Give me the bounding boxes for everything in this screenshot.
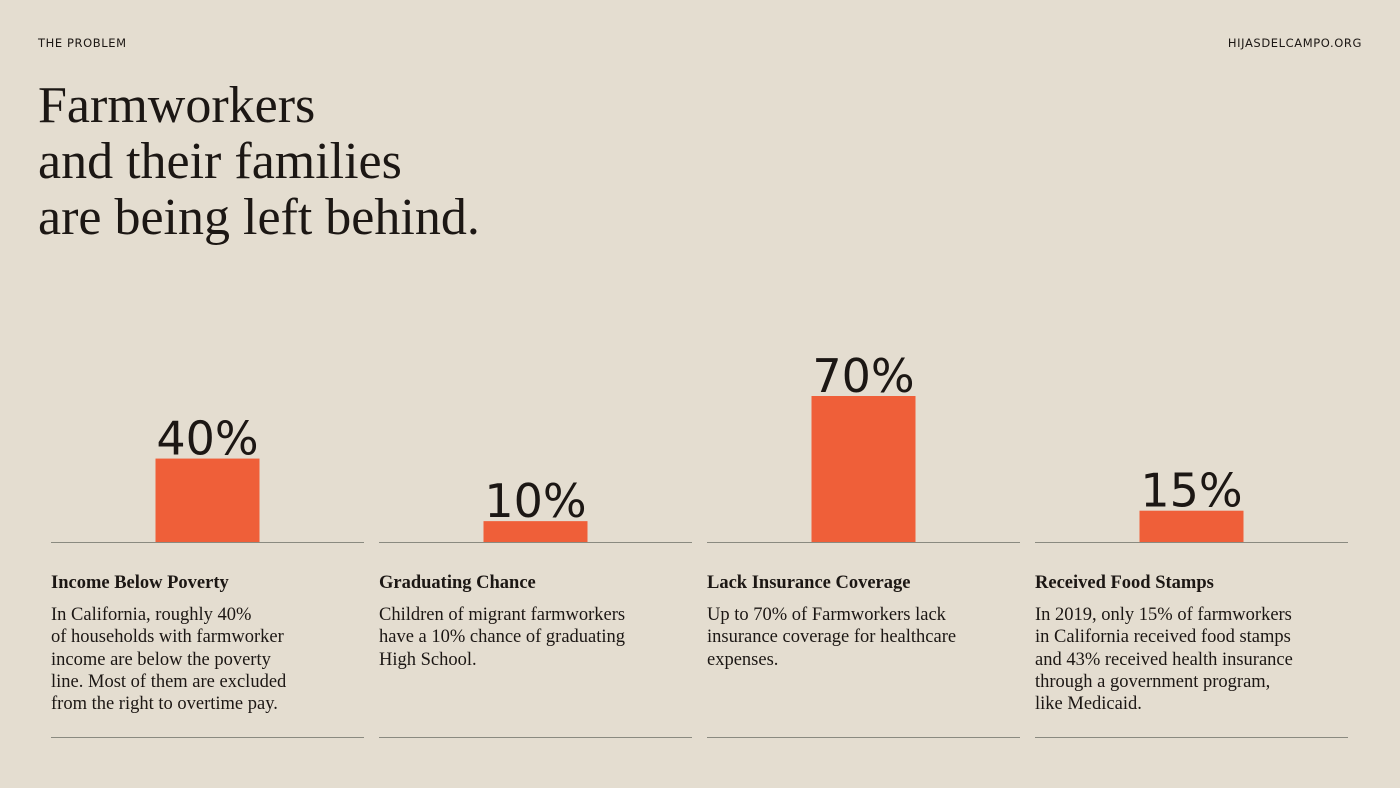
description-line: and 43% received health insurance bbox=[1035, 649, 1293, 670]
description-line: through a government program, bbox=[1035, 671, 1271, 692]
column-food-stamps: Received Food Stamps In 2019, only 15% o… bbox=[1035, 572, 1325, 715]
value-label-lack-insurance-coverage: 70% bbox=[812, 349, 914, 403]
bar-graduating-chance bbox=[483, 521, 588, 542]
page-title: Farmworkers and their families are being… bbox=[38, 78, 738, 246]
title-line-3: are being left behind. bbox=[38, 189, 480, 246]
description-line: In 2019, only 15% of farmworkers bbox=[1035, 605, 1292, 625]
value-label-graduating-chance: 10% bbox=[484, 474, 586, 528]
title-line-2: and their families bbox=[38, 133, 402, 190]
title-line-1: Farmworkers bbox=[38, 77, 316, 134]
section-label: THE PROBLEM bbox=[38, 36, 127, 50]
bar-received-food-stamps bbox=[1139, 510, 1244, 542]
description-line: Up to 70% of Farmworkers lack bbox=[707, 605, 946, 625]
description-line: in California received food stamps bbox=[1035, 627, 1291, 648]
value-label-received-food-stamps: 15% bbox=[1140, 464, 1242, 518]
description-line: income are below the poverty bbox=[51, 649, 271, 670]
description-line: line. Most of them are excluded bbox=[51, 671, 287, 692]
column-insurance-coverage: Lack Insurance Coverage Up to 70% of Far… bbox=[707, 572, 997, 671]
column-title: Graduating Chance bbox=[379, 573, 536, 593]
bar-income-below-poverty bbox=[155, 458, 260, 542]
description-line: In California, roughly 40% bbox=[51, 605, 252, 625]
column-description: Children of migrant farmworkers have a 1… bbox=[379, 604, 669, 671]
column-description: In 2019, only 15% of farmworkers in Cali… bbox=[1035, 604, 1325, 715]
column-graduating-chance: Graduating Chance Children of migrant fa… bbox=[379, 572, 669, 671]
column-description: Up to 70% of Farmworkers lack insurance … bbox=[707, 604, 997, 671]
value-label-income-below-poverty: 40% bbox=[156, 412, 258, 466]
description-line: insurance coverage for healthcare bbox=[707, 627, 957, 648]
column-income-poverty: Income Below Poverty In California, roug… bbox=[51, 572, 341, 715]
description-line: expenses. bbox=[707, 649, 779, 670]
column-title: Income Below Poverty bbox=[51, 573, 229, 593]
site-url: HIJASDELCAMPO.ORG bbox=[1227, 36, 1362, 50]
description-line: like Medicaid. bbox=[1035, 694, 1142, 715]
description-line: High School. bbox=[379, 649, 477, 670]
column-description: In California, roughly 40% of households… bbox=[51, 604, 341, 715]
description-line: have a 10% chance of graduating bbox=[379, 627, 626, 648]
column-title: Received Food Stamps bbox=[1035, 573, 1214, 593]
description-line: from the right to overtime pay. bbox=[51, 694, 278, 715]
column-title: Lack Insurance Coverage bbox=[707, 573, 911, 593]
description-line: Children of migrant farmworkers bbox=[379, 605, 626, 625]
bar-lack-insurance-coverage bbox=[811, 396, 916, 542]
description-line: of households with farmworker bbox=[51, 627, 284, 648]
